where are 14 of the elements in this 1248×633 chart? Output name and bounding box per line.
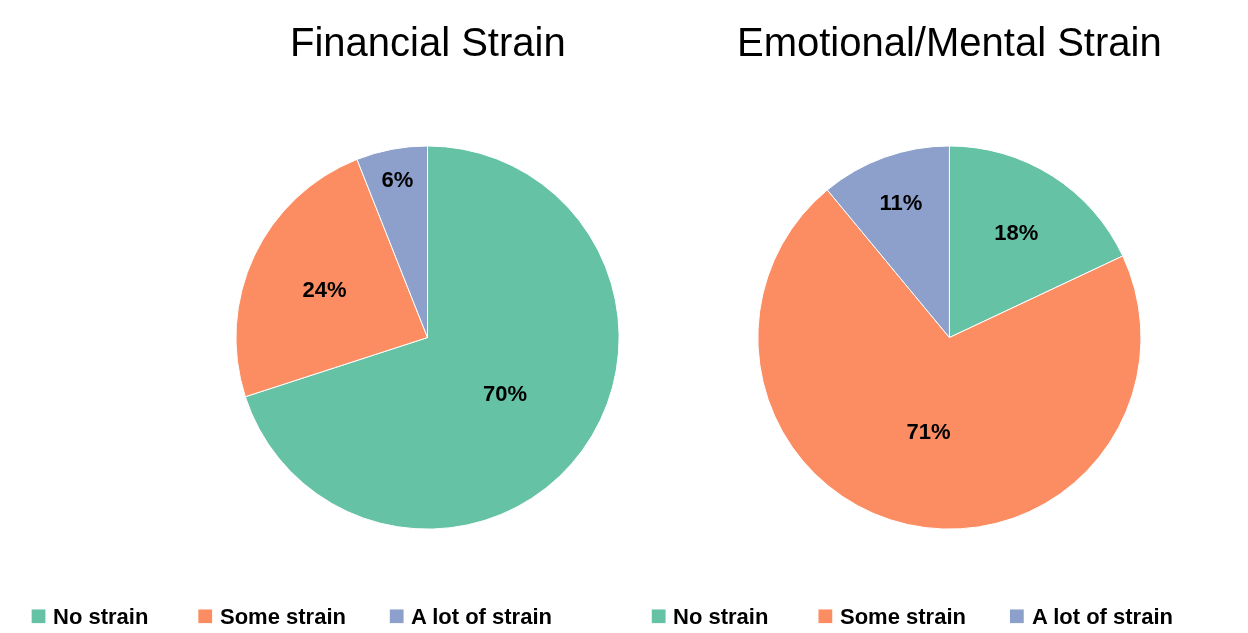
legend-label: Some strain	[220, 604, 346, 629]
data-label: 18%	[994, 219, 1039, 245]
chart-title: Financial Strain	[290, 20, 566, 64]
data-label: 70%	[482, 381, 528, 407]
data-label: 11%	[879, 190, 923, 216]
legend-label: A lot of strain	[1032, 604, 1173, 629]
data-label: 6%	[381, 166, 414, 192]
legend-label: No strain	[673, 604, 769, 629]
legend-label: A lot of strain	[411, 604, 552, 629]
legend-label: No strain	[53, 604, 149, 629]
data-label: 24%	[302, 276, 347, 302]
legend-label: Some strain	[840, 604, 966, 629]
data-label: 71%	[906, 418, 951, 444]
chart-title: Emotional/Mental Strain	[737, 20, 1162, 64]
